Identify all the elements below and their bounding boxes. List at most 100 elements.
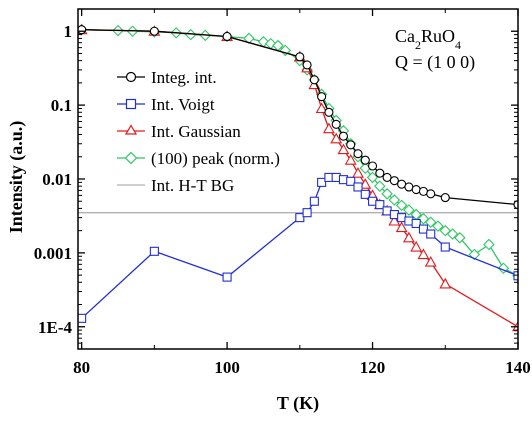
- data-point-circle: [440, 193, 450, 203]
- data-point-square: [513, 271, 518, 281]
- data-point-circle: [382, 172, 392, 182]
- data-point-circle: [338, 131, 349, 141]
- legend-label: Int. Voigt: [151, 95, 215, 114]
- series-layer: [78, 23, 518, 332]
- x-tick-label: 80: [73, 358, 90, 377]
- legend-marker-triangle: [124, 124, 138, 135]
- y-tick-label: 0.1: [51, 96, 72, 115]
- data-point-circle: [309, 75, 319, 85]
- legend-label: (100) peak (norm.): [151, 149, 280, 168]
- data-point-triangle: [337, 143, 350, 155]
- y-tick-label: 1E-4: [38, 318, 73, 337]
- series-line: [81, 29, 518, 328]
- data-point-diamond: [483, 238, 495, 251]
- data-point-square: [149, 246, 159, 256]
- data-point-diamond: [439, 224, 452, 237]
- data-point-triangle: [439, 277, 452, 289]
- data-point-square: [375, 200, 385, 210]
- data-point-square: [346, 176, 356, 186]
- data-point-square: [295, 213, 305, 223]
- data-point-triangle: [402, 231, 415, 243]
- data-point-circle: [302, 60, 312, 70]
- data-point-triangle: [352, 167, 364, 178]
- legend-entry-100-peak: (100) peak (norm.): [117, 149, 280, 168]
- data-point-square: [426, 229, 436, 239]
- data-point-circle: [389, 176, 399, 186]
- y-axis-title: Intensity (a.u.): [6, 121, 27, 234]
- series-integ-int: [78, 25, 518, 210]
- y-tick-label: 0.01: [42, 170, 72, 189]
- legend-marker-diamond: [124, 151, 138, 165]
- data-point-circle: [360, 155, 370, 165]
- data-point-circle: [331, 119, 341, 129]
- data-point-square: [309, 196, 319, 206]
- data-point-triangle: [330, 132, 343, 144]
- data-point-triangle: [417, 248, 430, 260]
- legend-marker-circle: [125, 71, 137, 83]
- y-axis: 1E-4 0.001 0.01 0.1 1: [34, 8, 518, 350]
- annotation-q: Q = (1 0 0): [395, 52, 475, 73]
- data-point-diamond: [243, 32, 255, 45]
- legend-entry-int-gaussian: Int. Gaussian: [117, 122, 241, 141]
- data-point-circle: [426, 189, 436, 199]
- data-point-circle: [317, 92, 327, 102]
- legend-entry-integ-int: Integ. int.: [117, 68, 217, 87]
- data-point-triangle: [315, 102, 328, 114]
- data-point-diamond: [403, 204, 415, 216]
- legend-label: Int. H-T BG: [151, 176, 234, 195]
- x-tick-label: 140: [505, 358, 531, 377]
- legend-label: Int. Gaussian: [151, 122, 241, 141]
- legend-marker-square: [125, 98, 137, 110]
- x-axis: 80 100 120 140: [73, 9, 531, 377]
- data-point-diamond: [395, 199, 408, 212]
- data-point-circle: [222, 31, 232, 42]
- data-point-circle: [346, 140, 356, 150]
- data-point-diamond: [374, 180, 386, 192]
- data-point-circle: [353, 149, 363, 159]
- legend: Integ. int. Int. Voigt Int. Gaussian (10…: [117, 68, 280, 195]
- legend-label: Integ. int.: [151, 68, 217, 87]
- data-point-diamond: [381, 188, 393, 200]
- annotation: Ca2RuO4 Q = (1 0 0): [395, 26, 475, 73]
- x-tick-label: 100: [214, 358, 240, 377]
- data-point-diamond: [417, 212, 430, 225]
- annotation-compound: Ca2RuO4: [395, 26, 461, 52]
- data-point-triangle: [410, 240, 423, 252]
- y-tick-label: 0.001: [34, 244, 72, 263]
- data-point-diamond: [388, 194, 401, 206]
- data-point-square: [302, 208, 312, 218]
- data-point-square: [440, 242, 450, 252]
- data-point-diamond: [366, 171, 379, 184]
- data-point-square: [418, 224, 429, 234]
- x-tick-label: 120: [360, 358, 386, 377]
- data-point-diamond: [424, 216, 437, 228]
- series-int-voigt: [78, 172, 518, 323]
- data-point-diamond: [454, 232, 466, 244]
- data-point-circle: [324, 107, 334, 117]
- data-point-square: [360, 189, 370, 199]
- legend-entry-int-h-t-bg: Int. H-T BG: [117, 176, 234, 195]
- data-point-circle: [78, 25, 87, 35]
- data-point-square: [353, 182, 363, 192]
- data-point-triangle: [388, 214, 401, 226]
- data-point-square: [222, 272, 232, 282]
- data-point-diamond: [446, 228, 459, 240]
- x-axis-title: T (K): [277, 393, 319, 414]
- data-point-triangle: [359, 178, 372, 189]
- data-point-triangle: [322, 122, 335, 134]
- plot-area: [78, 23, 518, 332]
- data-point-square: [78, 313, 87, 323]
- data-point-diamond: [432, 220, 444, 232]
- data-point-triangle: [344, 154, 357, 165]
- data-point-diamond: [279, 44, 292, 57]
- data-point-square: [317, 177, 327, 187]
- data-point-square: [411, 218, 421, 229]
- data-point-circle: [367, 161, 378, 171]
- data-point-circle: [295, 52, 305, 62]
- data-point-triangle: [395, 221, 408, 233]
- data-point-circle: [411, 184, 421, 195]
- data-point-circle: [513, 200, 518, 210]
- data-point-triangle: [424, 255, 437, 267]
- legend-entry-int-voigt: Int. Voigt: [117, 95, 215, 114]
